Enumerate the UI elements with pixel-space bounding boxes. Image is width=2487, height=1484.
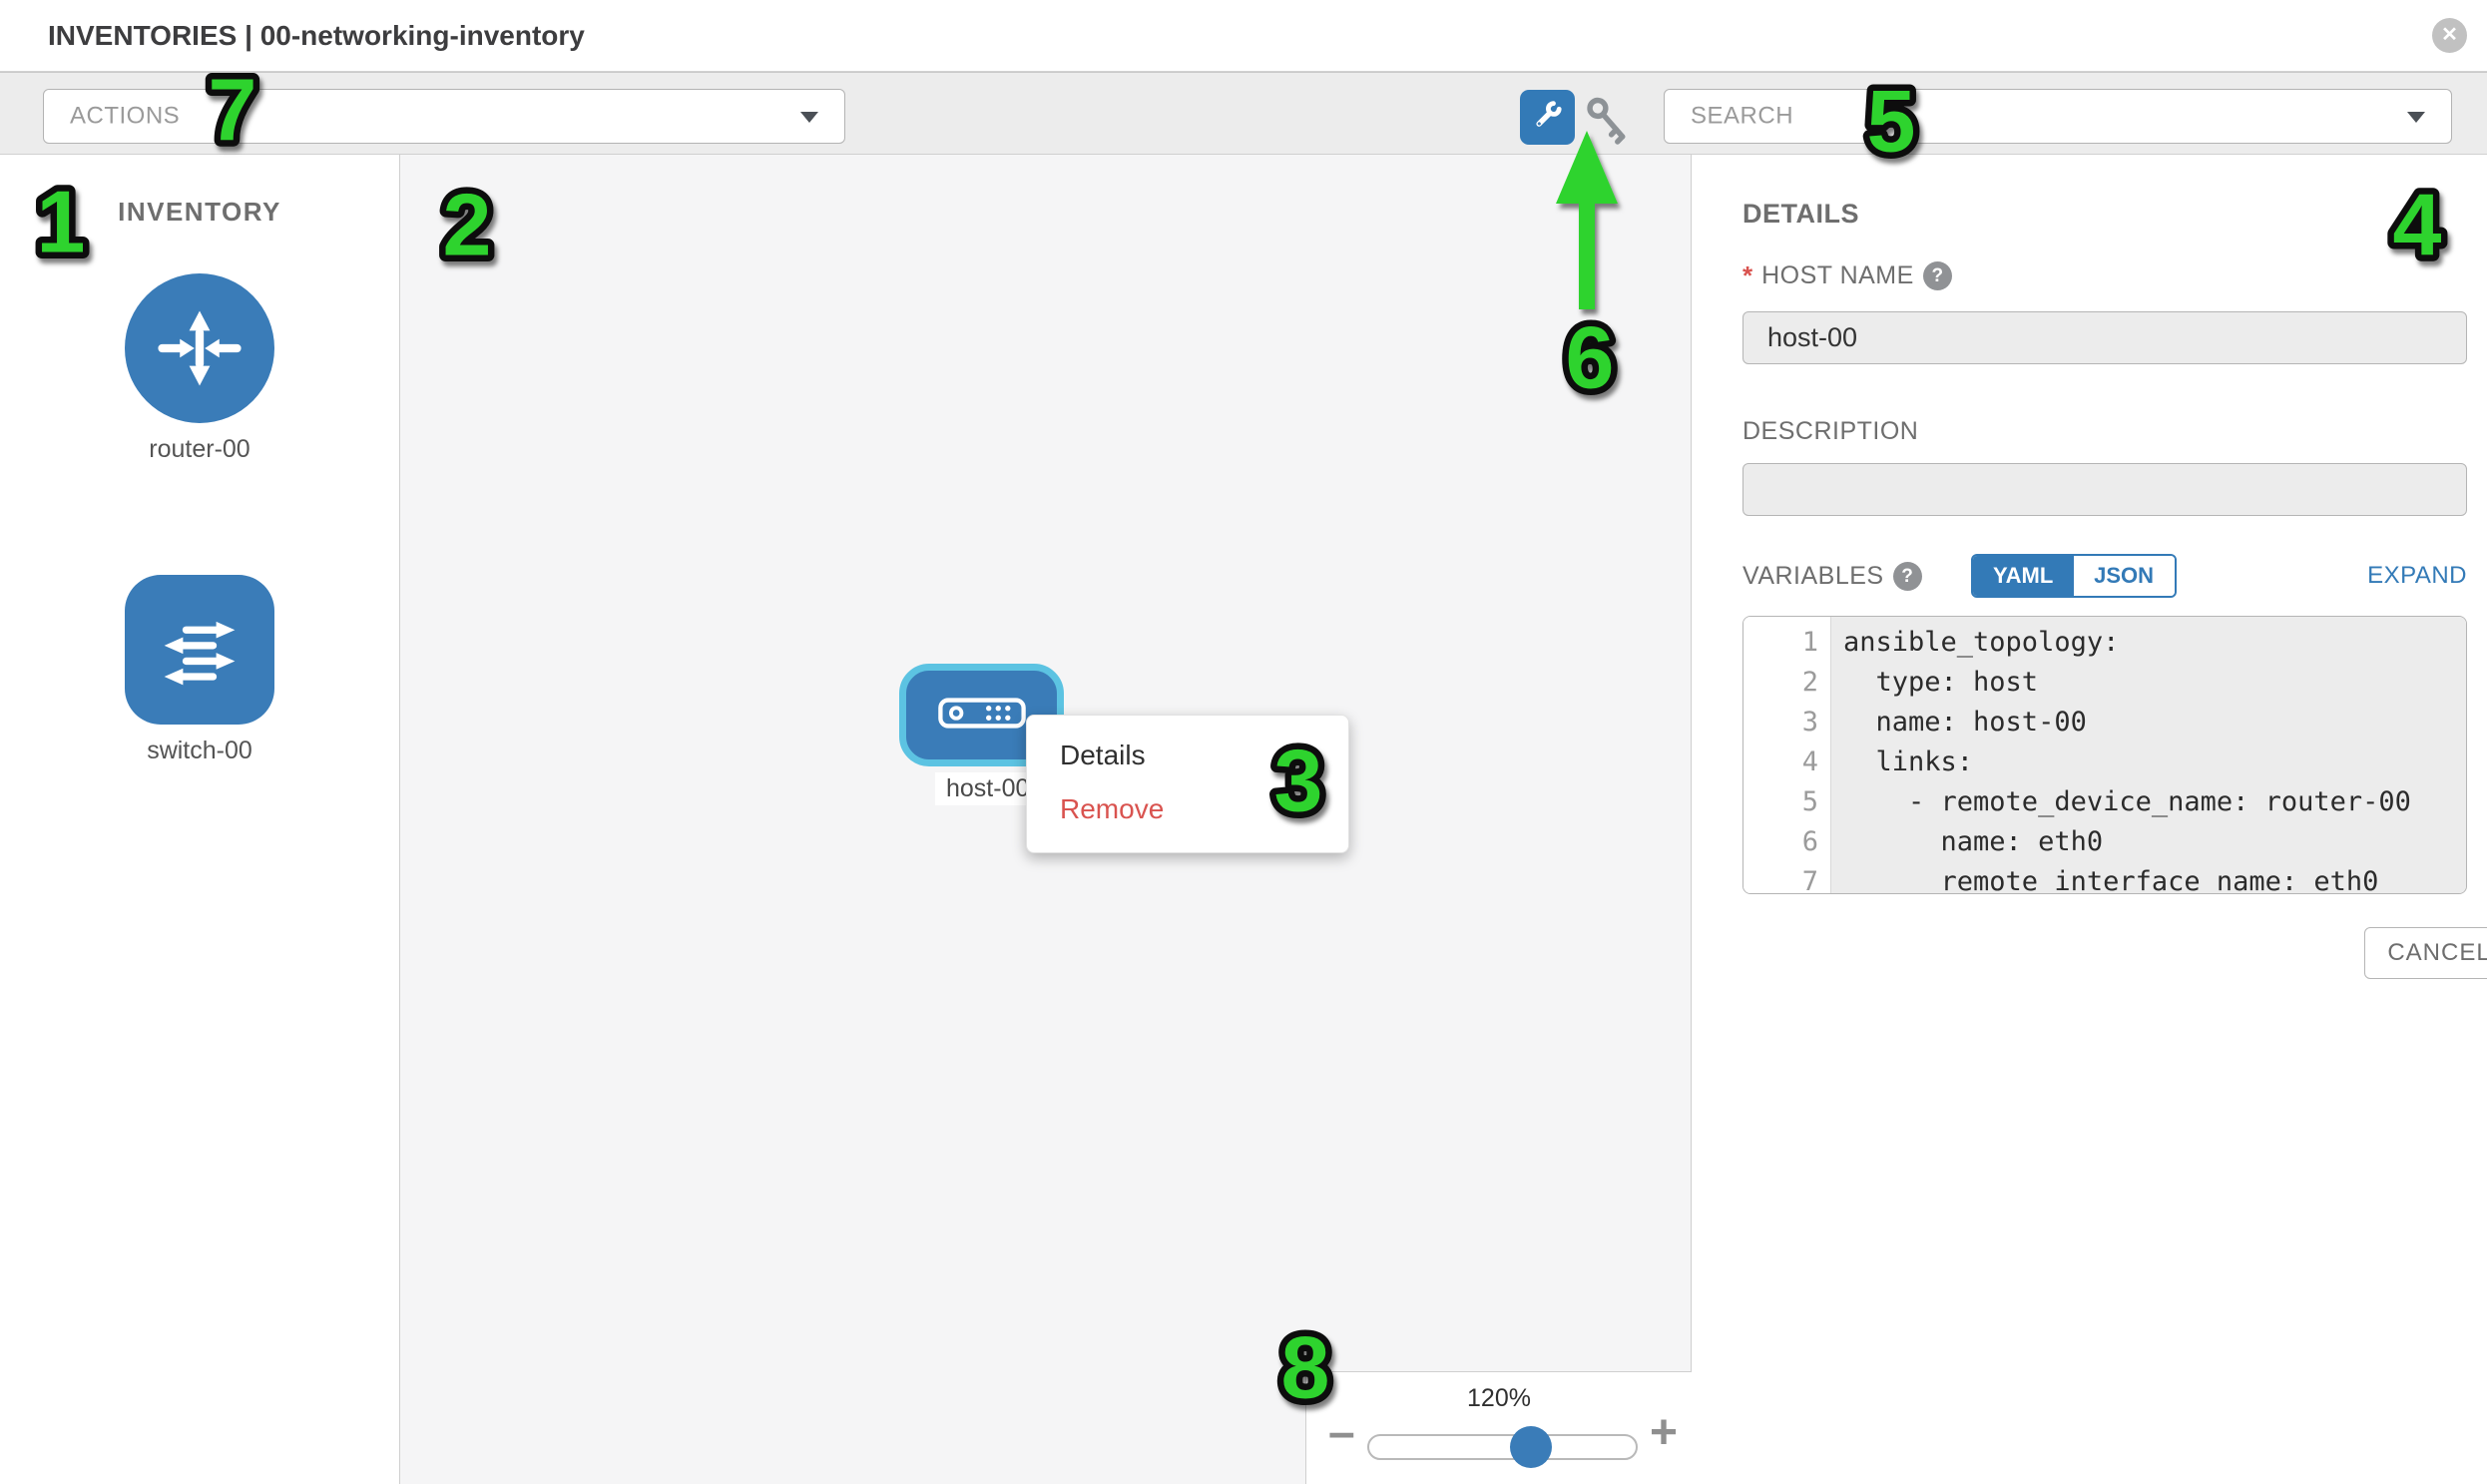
zoom-slider[interactable] — [1367, 1426, 1638, 1468]
help-icon[interactable]: ? — [1892, 561, 1922, 591]
zoom-out-button[interactable]: – — [1328, 1406, 1355, 1459]
search-dropdown-label: SEARCH — [1691, 101, 1794, 129]
host-name-label-row: * HOST NAME ? — [1742, 260, 1952, 291]
code-line: ansible_topology: — [1843, 627, 2120, 658]
expand-link[interactable]: EXPAND — [2367, 562, 2467, 589]
code-line-number: 4 — [1801, 746, 1818, 777]
toolbox-item-router[interactable]: router-00 — [0, 273, 399, 464]
required-marker: * — [1742, 260, 1753, 290]
zoom-level-value: 120% — [1467, 1384, 1531, 1412]
description-input[interactable] — [1742, 463, 2467, 516]
context-menu-details[interactable]: Details — [1060, 740, 1146, 770]
inventory-toolbox: INVENTORY router-00 — [0, 155, 400, 1484]
code-editor-gutter: 1 2 3 4 5 6 7 — [1743, 617, 1831, 893]
toolbox-item-label: router-00 — [149, 435, 250, 463]
code-line-number: 3 — [1801, 707, 1818, 738]
zoom-slider-thumb[interactable] — [1510, 1426, 1552, 1468]
chevron-down-icon — [800, 111, 818, 123]
host-name-label: HOST NAME — [1761, 261, 1914, 289]
page-title: INVENTORIES | 00-networking-inventory — [48, 20, 585, 51]
context-menu: Details Remove — [1026, 715, 1349, 853]
code-line-number: 1 — [1801, 627, 1818, 658]
toolbox-item-label: switch-00 — [147, 737, 252, 764]
actions-dropdown-label: ACTIONS — [70, 101, 181, 129]
actions-dropdown[interactable]: ACTIONS — [43, 89, 845, 144]
chevron-down-icon — [2407, 111, 2425, 123]
code-line: type: host — [1843, 667, 2039, 698]
wrench-icon — [1530, 98, 1566, 137]
close-icon: ✕ — [2441, 24, 2458, 46]
host-node-label: host-00 — [935, 772, 1041, 805]
format-yaml-button[interactable]: YAML — [1972, 556, 2074, 596]
page-header: INVENTORIES | 00-networking-inventory ✕ — [0, 0, 2487, 72]
key-icon[interactable] — [1582, 95, 1634, 145]
code-line: name: eth0 — [1843, 826, 2104, 857]
host-icon — [937, 697, 1026, 734]
code-line: - remote_device_name: router-00 — [1843, 786, 2411, 817]
switch-icon — [125, 575, 274, 725]
context-menu-remove[interactable]: Remove — [1060, 793, 1165, 824]
toolbox-toggle-button[interactable] — [1520, 90, 1575, 145]
host-name-input[interactable] — [1742, 311, 2467, 364]
cancel-button[interactable]: CANCEL — [2364, 927, 2487, 979]
zoom-in-button[interactable]: + — [1650, 1406, 1679, 1459]
search-dropdown[interactable]: SEARCH — [1664, 89, 2452, 144]
format-json-button[interactable]: JSON — [2073, 556, 2175, 596]
code-editor-content[interactable]: ansible_topology: type: host name: host-… — [1831, 617, 2466, 893]
details-panel: DETAILS * HOST NAME ? DESCRIPTION VARIAB… — [1692, 155, 2487, 1484]
details-panel-title: DETAILS — [1742, 199, 1859, 229]
code-line-number: 2 — [1801, 667, 1818, 698]
topology-canvas[interactable]: host-00 Details Remove 120% – + — [400, 155, 1692, 1484]
router-icon — [125, 273, 274, 423]
toolbox-item-switch[interactable]: switch-00 — [0, 575, 399, 765]
code-line-number: 7 — [1801, 866, 1818, 894]
code-line: name: host-00 — [1843, 707, 2087, 738]
code-line: links: — [1843, 746, 1974, 777]
description-label: DESCRIPTION — [1742, 417, 1919, 445]
variables-header-row: VARIABLES ? YAML JSON EXPAND — [1742, 554, 2467, 598]
code-line-number: 6 — [1801, 826, 1818, 857]
toolbar: ACTIONS — [0, 72, 2487, 155]
zoom-control: 120% – + — [1305, 1371, 1692, 1484]
variables-label: VARIABLES — [1742, 561, 1884, 590]
close-button[interactable]: ✕ — [2432, 18, 2467, 53]
code-line: remote_interface_name: eth0 — [1843, 866, 2379, 894]
toolbox-title: INVENTORY — [118, 197, 281, 227]
code-line-number: 5 — [1801, 786, 1818, 817]
variables-code-editor[interactable]: 1 2 3 4 5 6 7 ansible_topology: type: host nam… — [1742, 616, 2467, 894]
variables-format-toggle: YAML JSON — [1970, 554, 2177, 598]
help-icon[interactable]: ? — [1922, 261, 1952, 290]
